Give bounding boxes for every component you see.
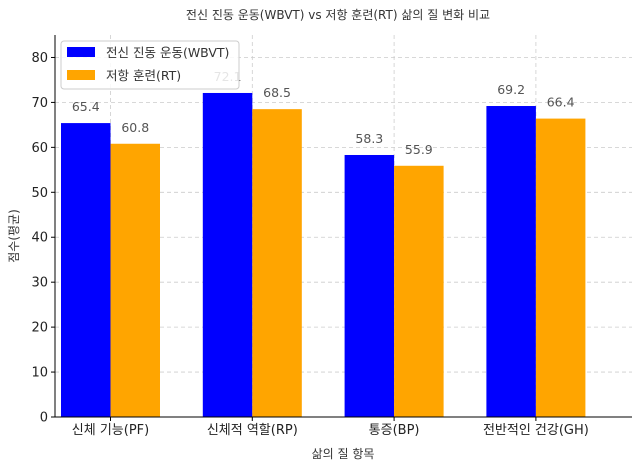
y-tick-label: 10 [31,366,48,381]
y-tick-label: 0 [40,411,48,426]
y-tick-label: 80 [31,51,48,66]
bar-rt-3 [394,165,444,417]
bar-wbvt-3 [344,154,395,418]
data-label-rt-4: 66.4 [547,95,575,110]
x-tick-label: 신체적 역할(RP) [207,423,298,438]
legend-frame [60,40,240,90]
bar-wbvt-2 [202,92,253,417]
y-tick-label: 20 [31,321,48,336]
bars [61,92,586,418]
legend-label-rt: 저항 훈련(RT) [106,68,181,83]
y-tick-label: 30 [31,276,48,291]
bar-rt-2 [252,109,302,417]
legend-swatch-wbvt [67,47,95,57]
bar-wbvt-4 [486,106,536,418]
x-axis-label: 삶의 질 항목 [312,447,375,461]
bar-wbvt-1 [61,123,111,417]
data-label-rt-3: 55.9 [405,142,433,157]
data-label-wbvt-3: 58.3 [355,131,383,146]
legend: 전신 진동 운동(WBVT) 저항 훈련(RT) [60,40,240,90]
bar-rt-1 [110,143,160,418]
x-tick-label: 전반적인 건강(GH) [483,423,589,438]
y-axis-label: 점수(평균) [7,209,21,263]
legend-swatch-rt [67,70,95,80]
y-tick-label: 40 [31,231,48,246]
chart-title: 전신 진동 운동(WBVT) vs 저항 훈련(RT) 삶의 질 변화 비교 [186,8,490,22]
data-label-rt-2: 68.5 [263,85,291,100]
x-axis-ticks: 신체 기능(PF) 신체적 역할(RP) 통증(BP) 전반적인 건강(GH) [72,417,589,438]
y-tick-label: 60 [31,141,48,156]
bar-rt-4 [535,118,586,418]
y-tick-label: 70 [31,96,48,111]
y-tick-label: 50 [31,186,48,201]
x-tick-label: 신체 기능(PF) [72,423,149,438]
legend-label-wbvt: 전신 진동 운동(WBVT) [106,45,229,60]
data-label-rt-1: 60.8 [121,120,149,135]
y-axis-ticks: 0 10 20 30 40 50 60 70 80 [31,51,55,426]
x-tick-label: 통증(BP) [369,423,420,438]
data-label-wbvt-1: 65.4 [72,99,100,114]
data-label-wbvt-4: 69.2 [497,82,525,97]
